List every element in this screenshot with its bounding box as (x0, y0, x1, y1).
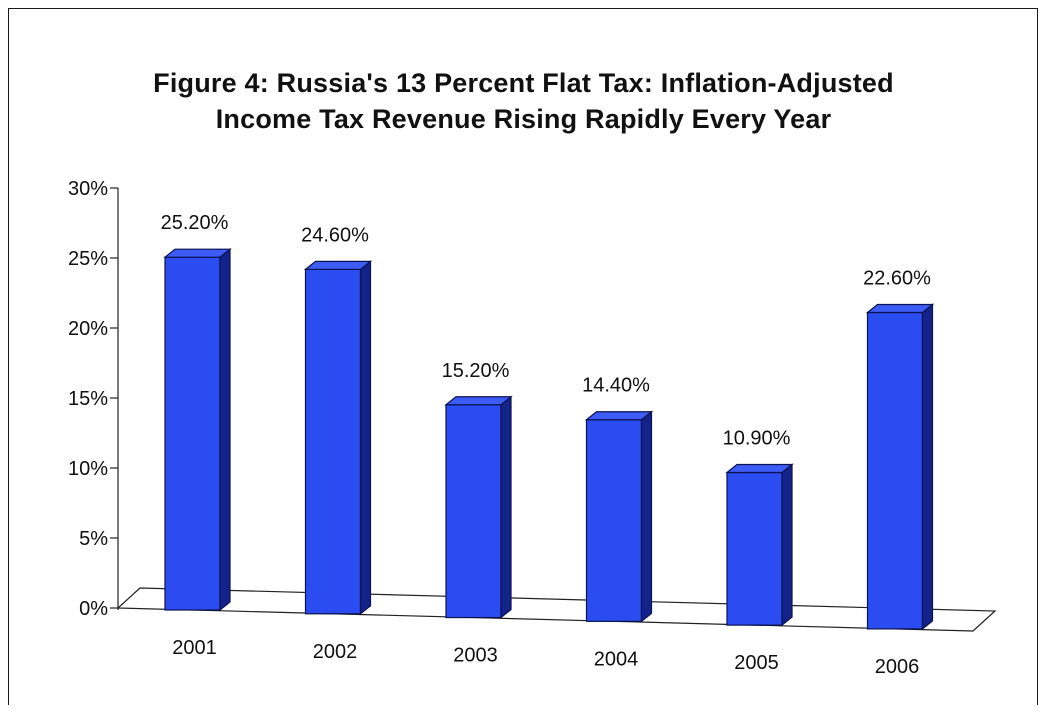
bar-2003 (444, 395, 513, 619)
bar-side (921, 303, 934, 631)
bar-front (164, 256, 221, 611)
x-tick-label: 2005 (734, 652, 779, 674)
x-tick-label: 2004 (594, 648, 639, 670)
chart-subtitle: Income Tax Revenue Rising Rapidly Every … (215, 104, 832, 134)
bar-front (726, 471, 783, 626)
y-tick-label: 10% (68, 458, 108, 480)
bar-2006 (865, 303, 935, 631)
bar-side (640, 410, 653, 623)
bar-side (500, 395, 512, 619)
bar-top (584, 411, 654, 421)
bar-front (585, 419, 643, 622)
x-tick-label: 2001 (172, 637, 217, 659)
data-label: 25.20% (161, 212, 229, 234)
bar-top (303, 260, 373, 270)
bar-side (219, 247, 231, 612)
data-label: 15.20% (442, 360, 510, 382)
bar-2002 (303, 260, 373, 616)
bar-front (304, 268, 362, 615)
bar-top (725, 463, 794, 474)
bar-side (359, 260, 372, 616)
y-tick-label: 30% (68, 178, 108, 200)
data-label: 10.90% (723, 428, 791, 450)
y-tick-label: 5% (79, 528, 108, 550)
bar-top (163, 248, 232, 258)
bar-front (866, 311, 924, 630)
y-tick-label: 15% (68, 388, 108, 410)
y-tick-label: 20% (68, 318, 108, 340)
chart-floor (116, 587, 997, 632)
bar-top (865, 303, 935, 314)
data-label: 24.60% (301, 224, 369, 246)
bar-2005 (725, 463, 794, 627)
data-label: 22.60% (863, 268, 931, 290)
x-tick-label: 2006 (875, 656, 920, 678)
bar-2001 (163, 247, 232, 612)
bar-side (781, 463, 793, 627)
bar-top (444, 396, 513, 406)
chart-title: Figure 4: Russia's 13 Percent Flat Tax: … (153, 68, 894, 98)
bar-front (445, 404, 502, 619)
x-tick-label: 2003 (453, 645, 498, 667)
data-label: 14.40% (582, 375, 650, 397)
y-tick-label: 0% (79, 598, 108, 620)
bar-2004 (584, 410, 654, 623)
x-tick-label: 2002 (313, 641, 358, 663)
y-tick-label: 25% (68, 248, 108, 270)
